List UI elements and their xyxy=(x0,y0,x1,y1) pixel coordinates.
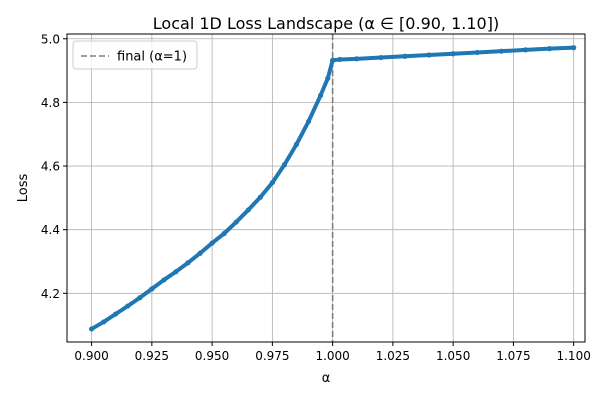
loss-data-point xyxy=(546,46,553,52)
loss-data-point xyxy=(173,269,179,275)
loss-data-point xyxy=(185,260,191,266)
x-tick-label: 1.025 xyxy=(376,349,410,363)
plot-frame xyxy=(66,33,586,343)
legend-box xyxy=(72,40,198,70)
loss-data-point xyxy=(474,49,480,56)
x-tick-label: 1.075 xyxy=(496,349,530,363)
loss-data-point xyxy=(378,54,384,61)
loss-data-point xyxy=(137,295,143,301)
loss-data-point xyxy=(125,303,131,309)
loss-data-point xyxy=(426,52,432,58)
loss-data-point xyxy=(197,250,203,256)
loss-data-point xyxy=(522,47,529,53)
chart-title: Local 1D Loss Landscape (α ∈ [0.90, 1.10… xyxy=(153,14,499,33)
loss-data-point xyxy=(245,207,251,213)
legend-entry-label: final (α=1) xyxy=(117,50,187,65)
loss-data-point xyxy=(293,141,300,148)
loss-data-point xyxy=(88,326,95,332)
y-tick-label: 5.0 xyxy=(41,32,60,46)
x-tick-label: 0.975 xyxy=(255,349,289,363)
x-tick-label: 0.900 xyxy=(74,349,108,363)
y-tick-label: 4.2 xyxy=(41,287,60,301)
loss-data-point xyxy=(269,179,275,186)
loss-data-point xyxy=(101,319,107,325)
y-tick-label: 4.6 xyxy=(41,160,60,174)
y-axis-label: Loss xyxy=(16,174,31,203)
loss-data-point xyxy=(281,162,288,168)
x-tick-label: 0.925 xyxy=(135,349,169,363)
loss-data-point xyxy=(233,219,239,225)
loss-data-point xyxy=(305,118,312,125)
x-tick-label: 1.100 xyxy=(556,349,590,363)
loss-data-point xyxy=(325,75,331,81)
loss-data-point xyxy=(161,277,167,283)
loss-data-point xyxy=(317,92,324,99)
x-axis-label: α xyxy=(322,371,331,386)
x-tick-label: 1.050 xyxy=(436,349,470,363)
loss-data-point xyxy=(337,56,343,63)
loss-data-point xyxy=(330,57,336,64)
y-axis-ticks: 4.2 4.4 4.6 4.8 5.0 xyxy=(41,32,67,301)
loss-data-point xyxy=(402,53,408,59)
loss-data-point xyxy=(221,230,227,237)
loss-data-point xyxy=(149,286,155,292)
loss-data-point xyxy=(113,311,119,317)
loss-data-point xyxy=(571,45,577,51)
loss-data-point xyxy=(209,240,215,246)
x-tick-label: 0.950 xyxy=(195,349,229,363)
y-tick-label: 4.8 xyxy=(41,96,60,110)
loss-data-point xyxy=(498,48,504,54)
x-tick-label: 1.000 xyxy=(315,349,349,363)
loss-data-point xyxy=(450,51,456,57)
grid xyxy=(67,34,585,342)
loss-data-point xyxy=(257,194,263,200)
y-tick-label: 4.4 xyxy=(41,223,60,237)
x-axis-ticks: 0.900 0.925 0.950 0.975 1.000 1.025 1.050 1.075… xyxy=(74,342,591,363)
series-group xyxy=(88,45,577,332)
loss-data-point xyxy=(354,56,360,62)
legend: final (α=1) xyxy=(72,40,198,70)
